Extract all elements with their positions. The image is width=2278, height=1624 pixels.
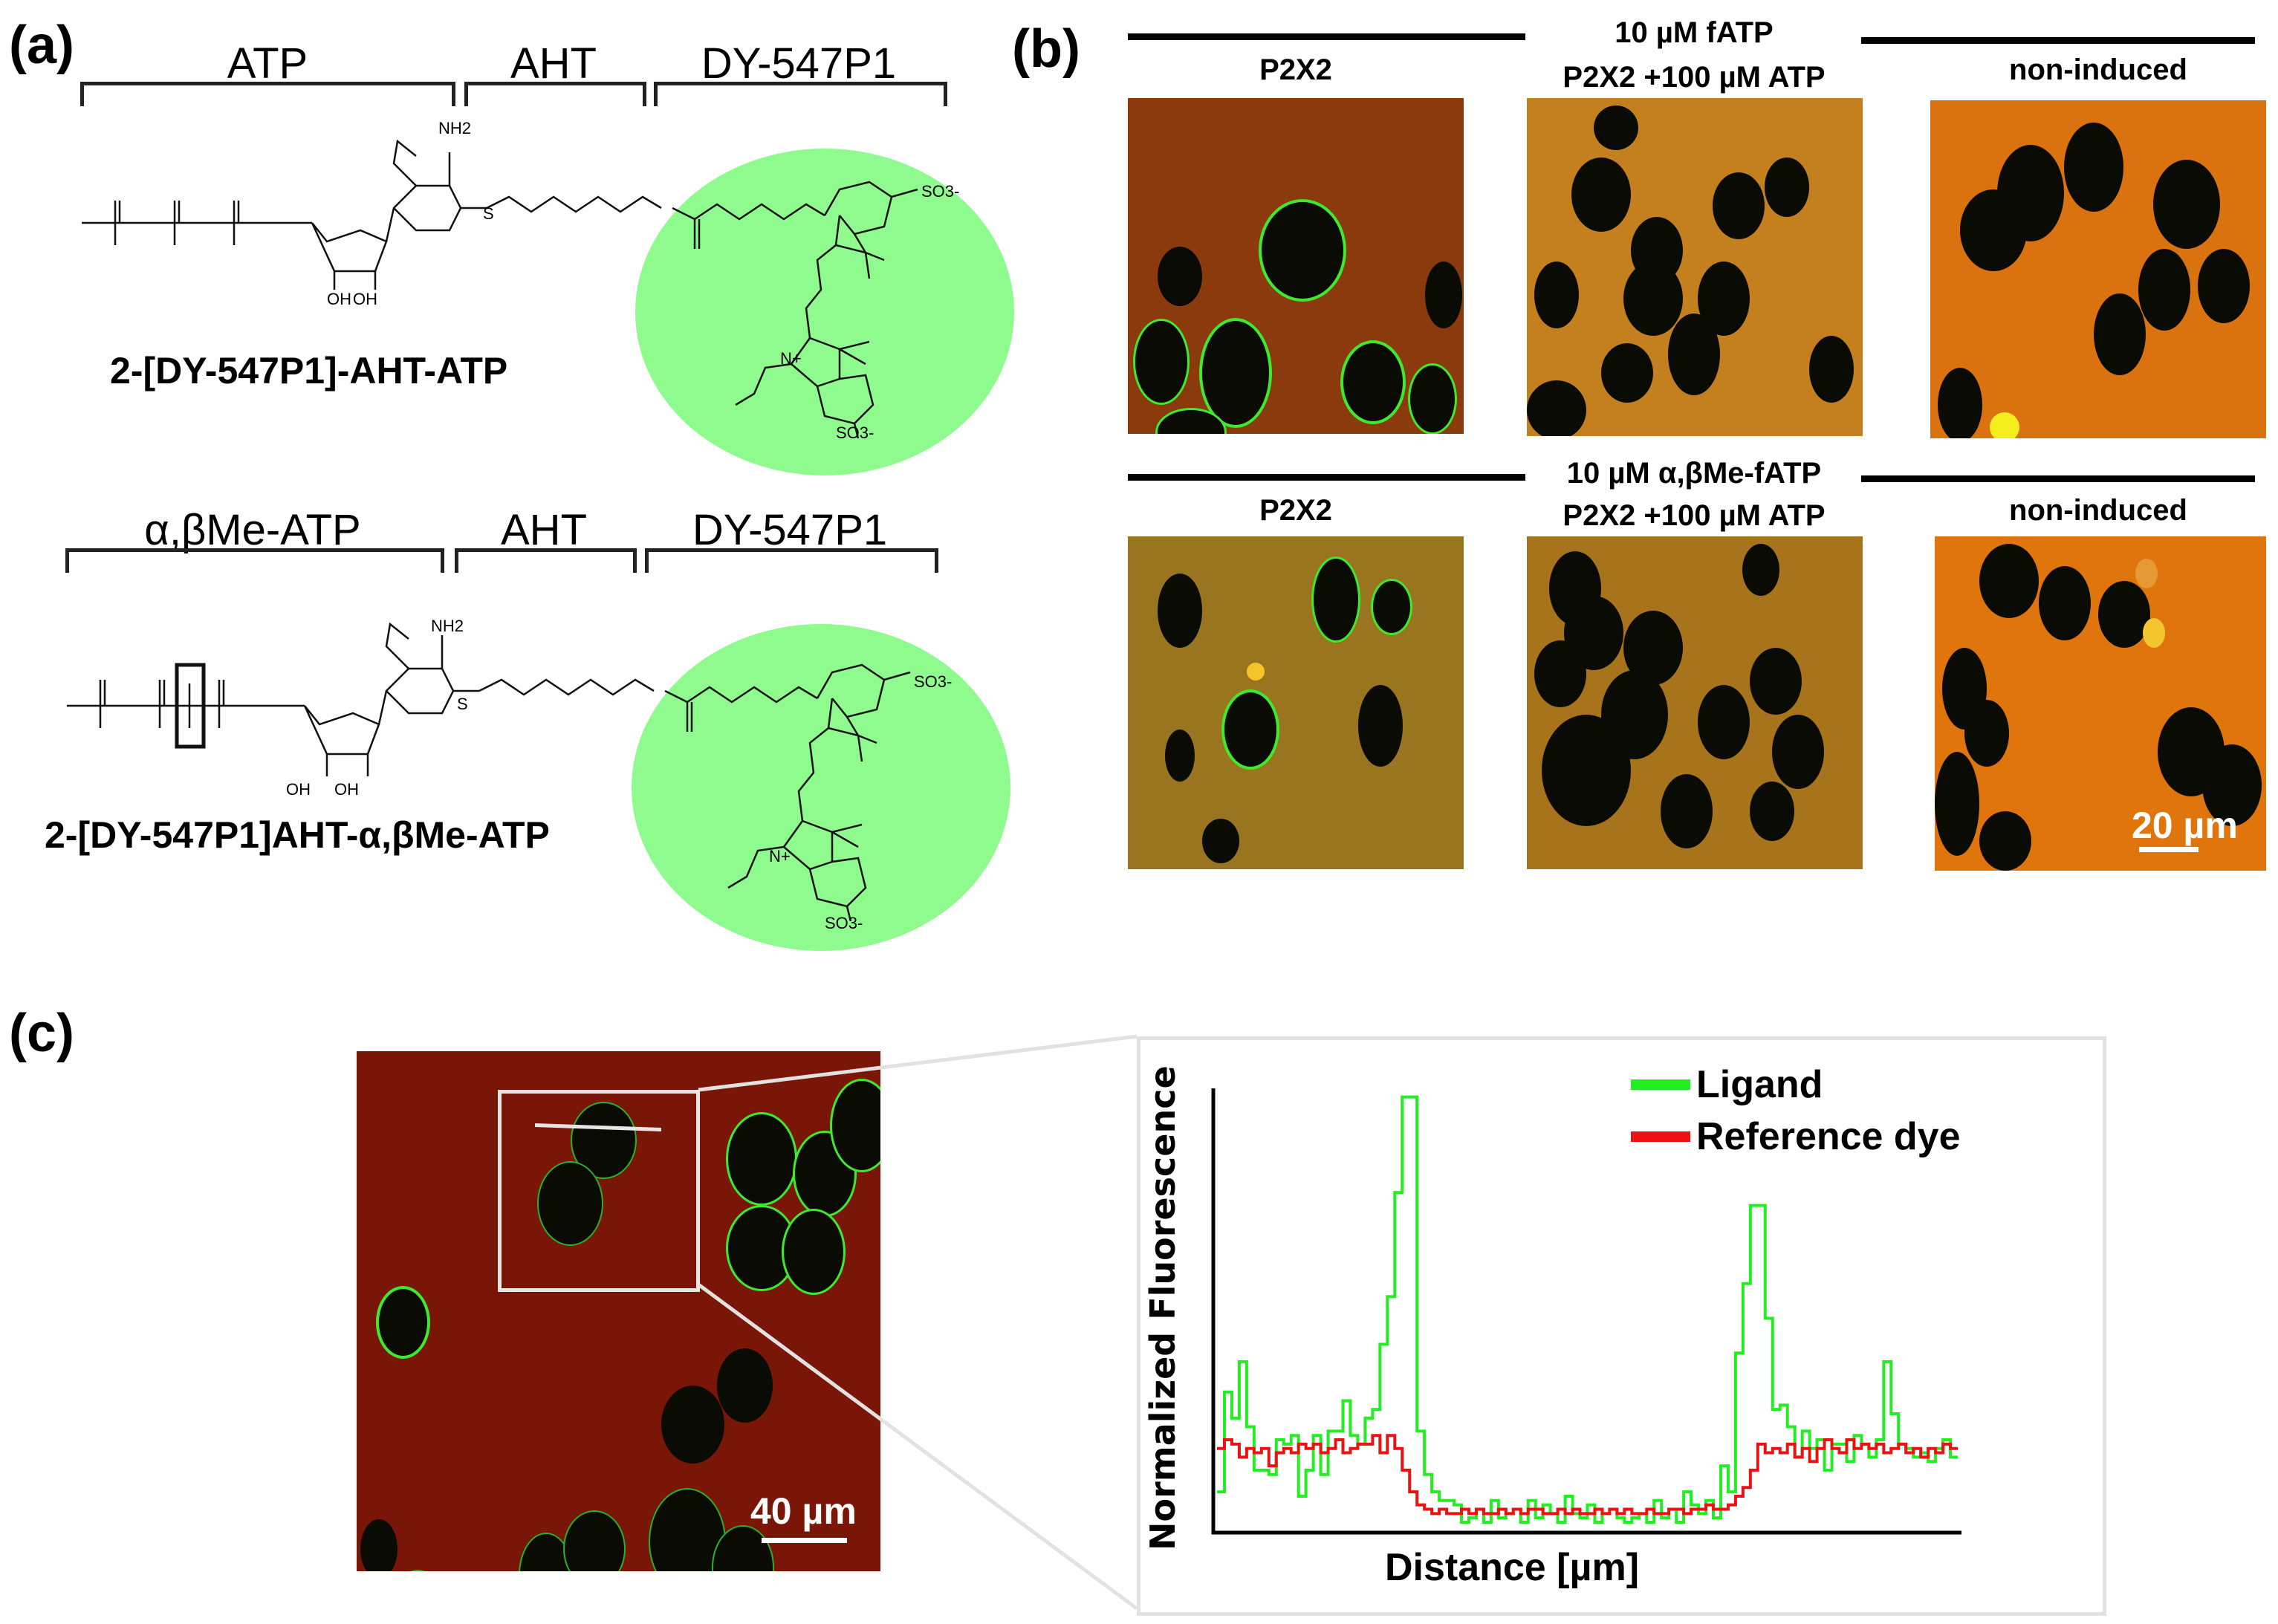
atom-label-so3: SO3- bbox=[914, 672, 953, 691]
fluorophore-highlight bbox=[632, 624, 1010, 951]
compound-1-structure: ATP AHT DY-547P1 NH2 OH OH bbox=[0, 0, 1014, 475]
y-axis-title: Normalized Fluorescence bbox=[1143, 1065, 1183, 1550]
condition-label-row2: 10 µM α,βMe-fATP bbox=[1566, 457, 1822, 490]
panel-c-label: (c) bbox=[9, 1004, 74, 1063]
segment-brace-dye bbox=[654, 82, 947, 106]
segment-label-aht: AHT bbox=[501, 506, 587, 554]
segment-label-atp: ATP bbox=[227, 39, 308, 88]
legend-swatch-reference bbox=[1631, 1131, 1690, 1142]
fluorophore-highlight bbox=[635, 149, 1014, 475]
micrograph-r2-p2x2-atp bbox=[1527, 536, 1863, 869]
condition-rule-right bbox=[1861, 475, 2255, 482]
scale-bar-c bbox=[762, 1538, 847, 1543]
zoom-region-box bbox=[498, 1090, 700, 1292]
atom-label-n-plus: N+ bbox=[769, 847, 791, 865]
atom-label-s: S bbox=[457, 695, 468, 713]
column-label-p2x2: P2X2 bbox=[1259, 53, 1332, 86]
plot-area bbox=[1211, 1088, 1961, 1535]
axes bbox=[1211, 1088, 1961, 1535]
micrograph-r1-p2x2-atp bbox=[1527, 98, 1863, 436]
atom-label-oh: OH bbox=[334, 780, 359, 799]
micrograph-c: 40 µm bbox=[357, 1051, 880, 1571]
condition-rule-right bbox=[1861, 37, 2255, 44]
scale-bar-label-b: 20 µm bbox=[2132, 805, 2238, 846]
legend-reference-dye: Reference dye bbox=[1631, 1114, 1961, 1159]
panel-b-label: (b) bbox=[1012, 19, 1080, 79]
micrograph-r1-non-induced bbox=[1930, 100, 2266, 438]
column-label-non-induced: non-induced bbox=[2009, 494, 2187, 527]
micrograph-r1-p2x2 bbox=[1128, 98, 1464, 434]
column-label-non-induced: non-induced bbox=[2009, 53, 2187, 86]
panel-a-label: (a) bbox=[9, 16, 74, 75]
segment-brace-aht bbox=[455, 548, 637, 573]
segment-label-dye: DY-547P1 bbox=[692, 506, 888, 554]
legend-ligand: Ligand bbox=[1631, 1062, 1823, 1107]
chemical-structure-1 bbox=[82, 139, 918, 438]
atom-label-oh: OH bbox=[286, 780, 311, 799]
segment-brace-dye bbox=[645, 548, 938, 573]
atom-label-so3: SO3- bbox=[921, 182, 960, 201]
column-label-p2x2-atp: P2X2 +100 µM ATP bbox=[1563, 61, 1826, 94]
scale-bar-label-c: 40 µm bbox=[750, 1490, 857, 1532]
atom-label-s: S bbox=[483, 204, 494, 223]
condition-label-row1: 10 µM fATP bbox=[1615, 16, 1774, 49]
segment-brace-aht bbox=[464, 82, 646, 106]
legend-label-ligand: Ligand bbox=[1696, 1063, 1823, 1106]
compound-2-name: 2-[DY-547P1]AHT-α,βMe-ATP bbox=[45, 814, 550, 856]
x-axis-title: Distance [µm] bbox=[1384, 1546, 1640, 1589]
segment-label-aht: AHT bbox=[510, 39, 597, 88]
column-label-p2x2: P2X2 bbox=[1259, 494, 1332, 527]
condition-rule-left bbox=[1128, 33, 1525, 40]
series-ligand bbox=[1217, 1095, 1958, 1524]
series-reference-dye bbox=[1217, 1434, 1958, 1516]
column-label-p2x2-atp: P2X2 +100 µM ATP bbox=[1563, 499, 1826, 532]
segment-label-ab-me-atp: α,βMe-ATP bbox=[144, 506, 361, 554]
legend-label-reference: Reference dye bbox=[1696, 1115, 1961, 1158]
segment-brace-ab-me-atp bbox=[65, 548, 444, 573]
segment-brace-atp bbox=[80, 82, 455, 106]
atom-label-oh: OH bbox=[353, 290, 377, 308]
atom-label-nh2: NH2 bbox=[431, 617, 464, 635]
segment-label-dye: DY-547P1 bbox=[701, 39, 897, 88]
compound-2-structure: α,βMe-ATP AHT DY-547P1 NH2 OH OH S SO3- … bbox=[0, 483, 1010, 951]
scale-bar-b bbox=[2139, 847, 2199, 852]
micrograph-r2-non-induced: 20 µm bbox=[1935, 536, 2266, 871]
atom-label-so3: SO3- bbox=[836, 423, 874, 442]
atom-label-oh: OH bbox=[327, 290, 351, 308]
atom-label-n-plus: N+ bbox=[780, 349, 802, 368]
atom-label-so3: SO3- bbox=[825, 914, 863, 932]
fluorescence-profile-chart: Normalized Fluorescence Distance [µm] Li… bbox=[1137, 1036, 2106, 1616]
legend-swatch-ligand bbox=[1631, 1079, 1690, 1090]
condition-rule-left bbox=[1128, 474, 1525, 481]
atom-label-nh2: NH2 bbox=[438, 119, 472, 137]
chemical-structure-2 bbox=[67, 622, 911, 921]
micrograph-r2-p2x2 bbox=[1128, 536, 1464, 869]
compound-1-name: 2-[DY-547P1]-AHT-ATP bbox=[110, 350, 508, 392]
